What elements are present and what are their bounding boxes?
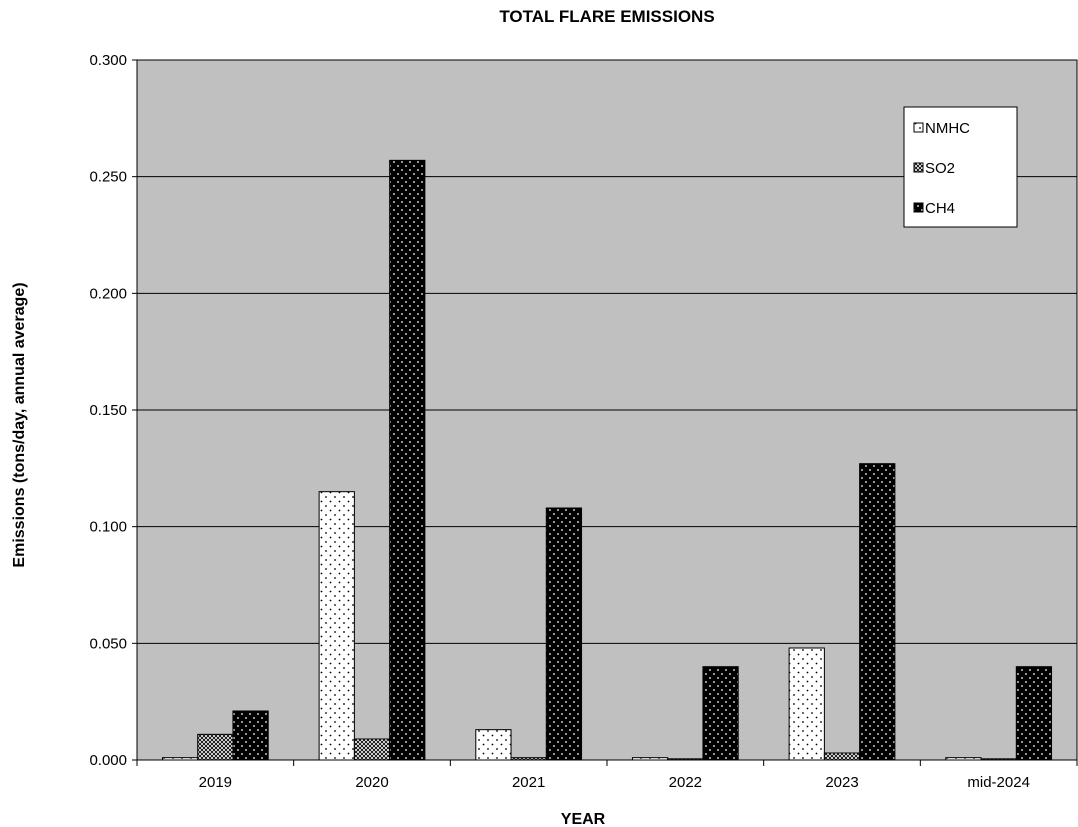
x-axis-title: YEAR [561,811,606,827]
y-tick-label: 0.150 [89,402,127,419]
legend-label: CH4 [925,200,955,217]
bar-nmhc-mid-2024 [945,757,982,761]
bar-so2-2020 [353,738,391,761]
bar-so2-2021 [510,757,547,761]
legend-swatch-nmhc [913,122,924,133]
bar-so2-mid-2024 [980,758,1017,761]
x-tick-label: mid-2024 [967,774,1030,791]
y-tick-label: 0.300 [89,52,127,69]
legend-swatch-so2 [913,162,924,173]
bar-so2-2022 [667,758,704,761]
x-tick-label: 2023 [825,774,858,791]
y-axis-ticks: 0.000 0.050 0.100 0.150 0.200 0.250 0.300 [89,52,137,769]
chart-title: TOTAL FLARE EMISSIONS [499,7,714,26]
legend-swatch-ch4 [913,202,924,213]
legend-label: SO2 [925,160,955,177]
bar-so2-2019 [197,733,234,761]
bars [161,159,1053,761]
x-axis-ticks: 2019 2020 2021 2022 2023 mid-2024 [136,760,1078,791]
y-tick-label: 0.250 [89,169,127,186]
y-tick-label: 0.200 [89,285,127,302]
bar-nmhc-2023 [788,647,825,761]
bar-nmhc-2019 [161,757,199,761]
y-tick-label: 0.100 [89,519,127,536]
bar-so2-2023 [823,752,861,761]
bar-ch4-2021 [545,507,583,761]
legend: NMHC SO2 CH4 [903,106,1018,228]
bar-ch4-mid-2024 [1015,666,1053,761]
bar-ch4-2019 [232,710,269,761]
bar-nmhc-2020 [318,491,355,761]
y-tick-label: 0.050 [89,635,127,652]
y-axis-title: Emissions (tons/day, annual average) [11,282,28,567]
bar-ch4-2023 [859,463,896,761]
bar-nmhc-2022 [631,757,669,761]
x-tick-label: 2019 [199,774,232,791]
x-tick-label: 2020 [355,774,388,791]
x-tick-label: 2022 [669,774,702,791]
bar-ch4-2020 [389,159,426,761]
bar-ch4-2022 [702,666,739,761]
y-tick-label: 0.000 [89,752,127,769]
legend-label: NMHC [925,120,970,137]
x-tick-label: 2021 [512,774,545,791]
bar-nmhc-2021 [475,729,512,761]
